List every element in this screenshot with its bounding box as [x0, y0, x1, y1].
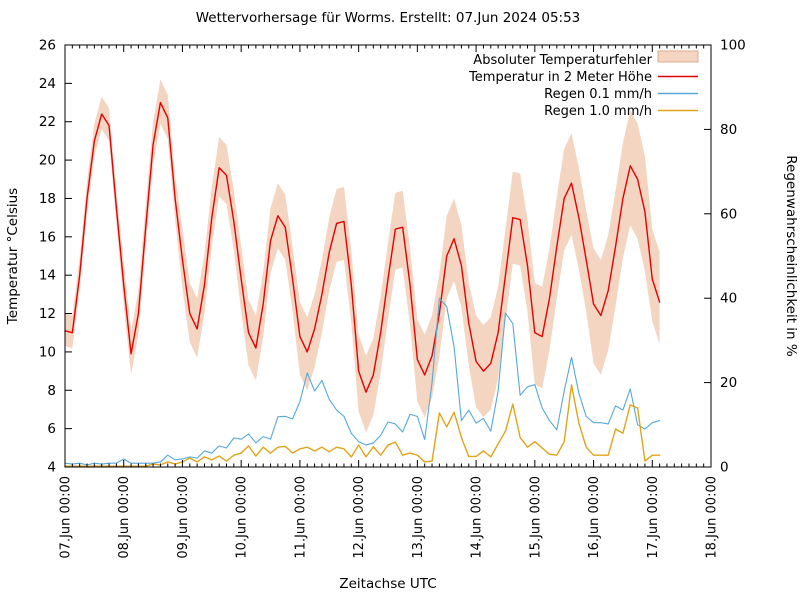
y-right-tick-label: 80 [720, 122, 737, 138]
x-tick-label: 16.Jun 00:00 [587, 476, 602, 559]
y-right-tick-label: 60 [720, 206, 737, 222]
y-left-tick-label: 14 [39, 268, 56, 284]
y-left-tick-label: 8 [47, 383, 56, 399]
y-left-tick-label: 18 [39, 191, 56, 207]
y-right-tick-label: 100 [720, 38, 746, 54]
y-right-tick-label: 40 [720, 291, 737, 307]
y-left-tick-label: 10 [39, 344, 56, 360]
y-left-tick-label: 4 [47, 460, 56, 476]
rain-10-line [64, 384, 661, 467]
x-tick-label: 08.Jun 00:00 [117, 476, 132, 559]
y-axis-left-label: Temperatur °Celsius [5, 188, 21, 325]
chart-title: Wettervorhersage für Worms. Erstellt: 07… [196, 10, 581, 26]
temperature-line [64, 101, 661, 393]
legend-swatch-error-band [657, 50, 699, 63]
x-tick-label: 14.Jun 00:00 [470, 476, 485, 559]
x-tick-label: 15.Jun 00:00 [528, 476, 543, 559]
y-right-tick-label: 0 [720, 460, 729, 476]
rain-01-line [64, 297, 661, 466]
x-tick-label: 18.Jun 00:00 [705, 476, 720, 559]
x-tick-label: 12.Jun 00:00 [352, 476, 367, 559]
x-axis-label: Zeitachse UTC [339, 576, 436, 592]
x-tick-label: 09.Jun 00:00 [176, 476, 191, 559]
legend-label-error-band: Absoluter Temperaturfehler [473, 53, 652, 68]
y-right-tick-label: 20 [720, 375, 737, 391]
y-left-tick-label: 22 [39, 114, 56, 130]
y-left-tick-label: 6 [47, 421, 56, 437]
legend-label-rain-01: Regen 0.1 mm/h [544, 87, 652, 102]
x-tick-label: 07.Jun 00:00 [59, 476, 74, 559]
y-axis-right-label: Regenwahrscheinlichkeit in % [783, 155, 799, 357]
y-left-tick-label: 20 [39, 153, 56, 169]
y-left-tick-label: 26 [39, 38, 56, 54]
y-left-tick-label: 12 [39, 306, 56, 322]
x-tick-label: 10.Jun 00:00 [235, 476, 250, 559]
y-left-tick-label: 24 [39, 76, 56, 92]
legend-label-rain-10: Regen 1.0 mm/h [544, 104, 652, 119]
legend-label-temperature: Temperatur in 2 Meter Höhe [468, 70, 652, 85]
x-tick-label: 11.Jun 00:00 [293, 476, 308, 559]
plot-area: 07.Jun 00:00 08.Jun 00:00 09.Jun 00:00 10.J… [39, 38, 746, 559]
x-tick-label: 13.Jun 00:00 [411, 476, 426, 559]
error-band-area [65, 79, 660, 433]
x-tick-label: 17.Jun 00:00 [646, 476, 661, 559]
y-left-tick-label: 16 [39, 229, 56, 245]
